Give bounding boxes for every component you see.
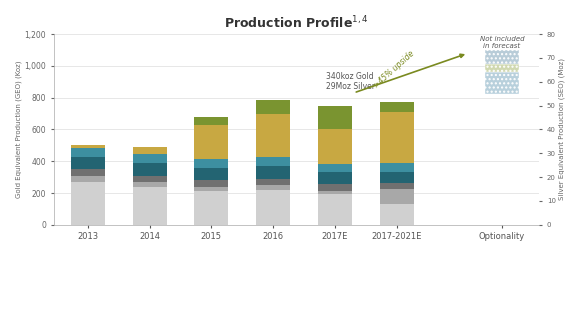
Bar: [380, 171, 414, 183]
Bar: [132, 188, 166, 225]
Bar: [318, 191, 352, 194]
Bar: [318, 184, 352, 191]
Title: Production Profile$^{1,4}$: Production Profile$^{1,4}$: [224, 15, 369, 32]
Bar: [194, 192, 229, 225]
Bar: [194, 159, 229, 167]
Text: >45% upside: >45% upside: [372, 49, 416, 90]
Bar: [380, 204, 414, 225]
Bar: [132, 176, 166, 182]
Bar: [380, 102, 414, 112]
Bar: [256, 185, 290, 190]
Bar: [71, 169, 104, 176]
Bar: [71, 148, 104, 157]
Bar: [318, 194, 352, 225]
Bar: [71, 176, 104, 182]
Bar: [256, 166, 290, 179]
Bar: [71, 145, 104, 148]
Text: 340koz Gold
29Moz Silver: 340koz Gold 29Moz Silver: [326, 72, 375, 91]
Bar: [132, 147, 166, 154]
Bar: [194, 187, 229, 192]
Bar: [194, 125, 229, 159]
Y-axis label: Silver Equivalent Production (SEO) (Moz): Silver Equivalent Production (SEO) (Moz): [559, 58, 565, 201]
Bar: [256, 157, 290, 166]
Bar: [71, 182, 104, 225]
Text: Not included
in forecast: Not included in forecast: [480, 36, 524, 49]
Bar: [318, 172, 352, 184]
Bar: [256, 179, 290, 185]
Bar: [380, 189, 414, 204]
Bar: [132, 154, 166, 163]
Bar: [485, 64, 519, 72]
Bar: [256, 190, 290, 225]
Bar: [380, 163, 414, 171]
Bar: [256, 100, 290, 114]
Bar: [380, 183, 414, 189]
Bar: [318, 106, 352, 129]
Bar: [194, 167, 229, 180]
Bar: [318, 164, 352, 172]
Bar: [256, 114, 290, 157]
Y-axis label: Gold Equivalent Production (GEO) (Koz): Gold Equivalent Production (GEO) (Koz): [15, 61, 21, 198]
Bar: [485, 50, 519, 64]
Bar: [71, 157, 104, 169]
Bar: [132, 163, 166, 176]
Bar: [318, 129, 352, 164]
Bar: [380, 112, 414, 163]
Bar: [485, 72, 519, 94]
Bar: [132, 182, 166, 188]
Bar: [194, 117, 229, 125]
Bar: [194, 180, 229, 187]
